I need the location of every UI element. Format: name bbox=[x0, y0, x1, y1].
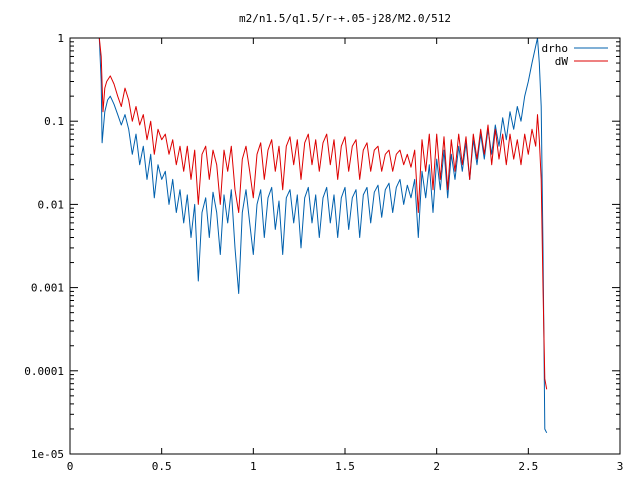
x-tick-label: 0 bbox=[67, 460, 74, 473]
y-tick-label: 0.01 bbox=[38, 198, 65, 211]
legend-label-drho: drho bbox=[542, 42, 569, 55]
x-tick-label: 1 bbox=[250, 460, 257, 473]
legend-label-dW: dW bbox=[555, 55, 569, 68]
x-tick-label: 0.5 bbox=[152, 460, 172, 473]
chart-title: m2/n1.5/q1.5/r-+.05-j28/M2.0/512 bbox=[239, 12, 451, 25]
x-tick-label: 2 bbox=[433, 460, 440, 473]
y-tick-label: 1e-05 bbox=[31, 448, 64, 461]
x-tick-label: 3 bbox=[617, 460, 624, 473]
y-axis: 1e-05 0.0001 0.001 0.01 0.1 1 bbox=[24, 32, 620, 461]
y-tick-label: 1 bbox=[57, 32, 64, 45]
series-layer bbox=[98, 37, 548, 434]
series-line-drho bbox=[98, 37, 548, 434]
y-tick-label: 0.1 bbox=[44, 115, 64, 128]
x-tick-label: 1.5 bbox=[335, 460, 355, 473]
y-tick-label: 0.0001 bbox=[24, 365, 64, 378]
y-tick-label: 0.001 bbox=[31, 282, 64, 295]
x-tick-label: 2.5 bbox=[518, 460, 538, 473]
series-line-dW bbox=[98, 37, 548, 390]
x-axis: 0 0.5 1 1.5 2 2.5 3 bbox=[67, 38, 624, 473]
